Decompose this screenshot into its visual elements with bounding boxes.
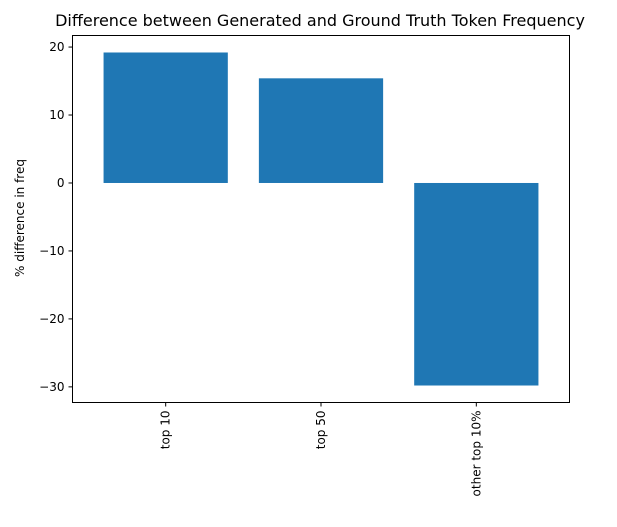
- y-tick-label: −20: [39, 312, 64, 326]
- bars-layer: [103, 52, 539, 386]
- axes-frame: [72, 35, 570, 403]
- y-tick-label: 10: [49, 108, 64, 122]
- x-tick-label: top 10: [159, 411, 173, 450]
- y-tick-label: −30: [39, 380, 64, 394]
- x-tick-label: top 50: [314, 411, 328, 450]
- bar-other-top-10-: [414, 182, 539, 386]
- bar-top-50: [258, 78, 384, 183]
- x-tick-label: other top 10%: [469, 411, 483, 497]
- y-tick-label: 0: [57, 176, 65, 190]
- chart-title: Difference between Generated and Ground …: [55, 11, 585, 30]
- y-tick-label: 20: [49, 40, 64, 54]
- y-axis-ticks: 20 10 0 −10 −20 −30: [39, 40, 73, 394]
- y-tick-label: −10: [39, 244, 64, 258]
- bar-top-10: [103, 52, 228, 183]
- x-axis-ticks: top 10 top 50 other top 10%: [159, 402, 483, 497]
- y-axis-label: % difference in freq: [13, 159, 27, 277]
